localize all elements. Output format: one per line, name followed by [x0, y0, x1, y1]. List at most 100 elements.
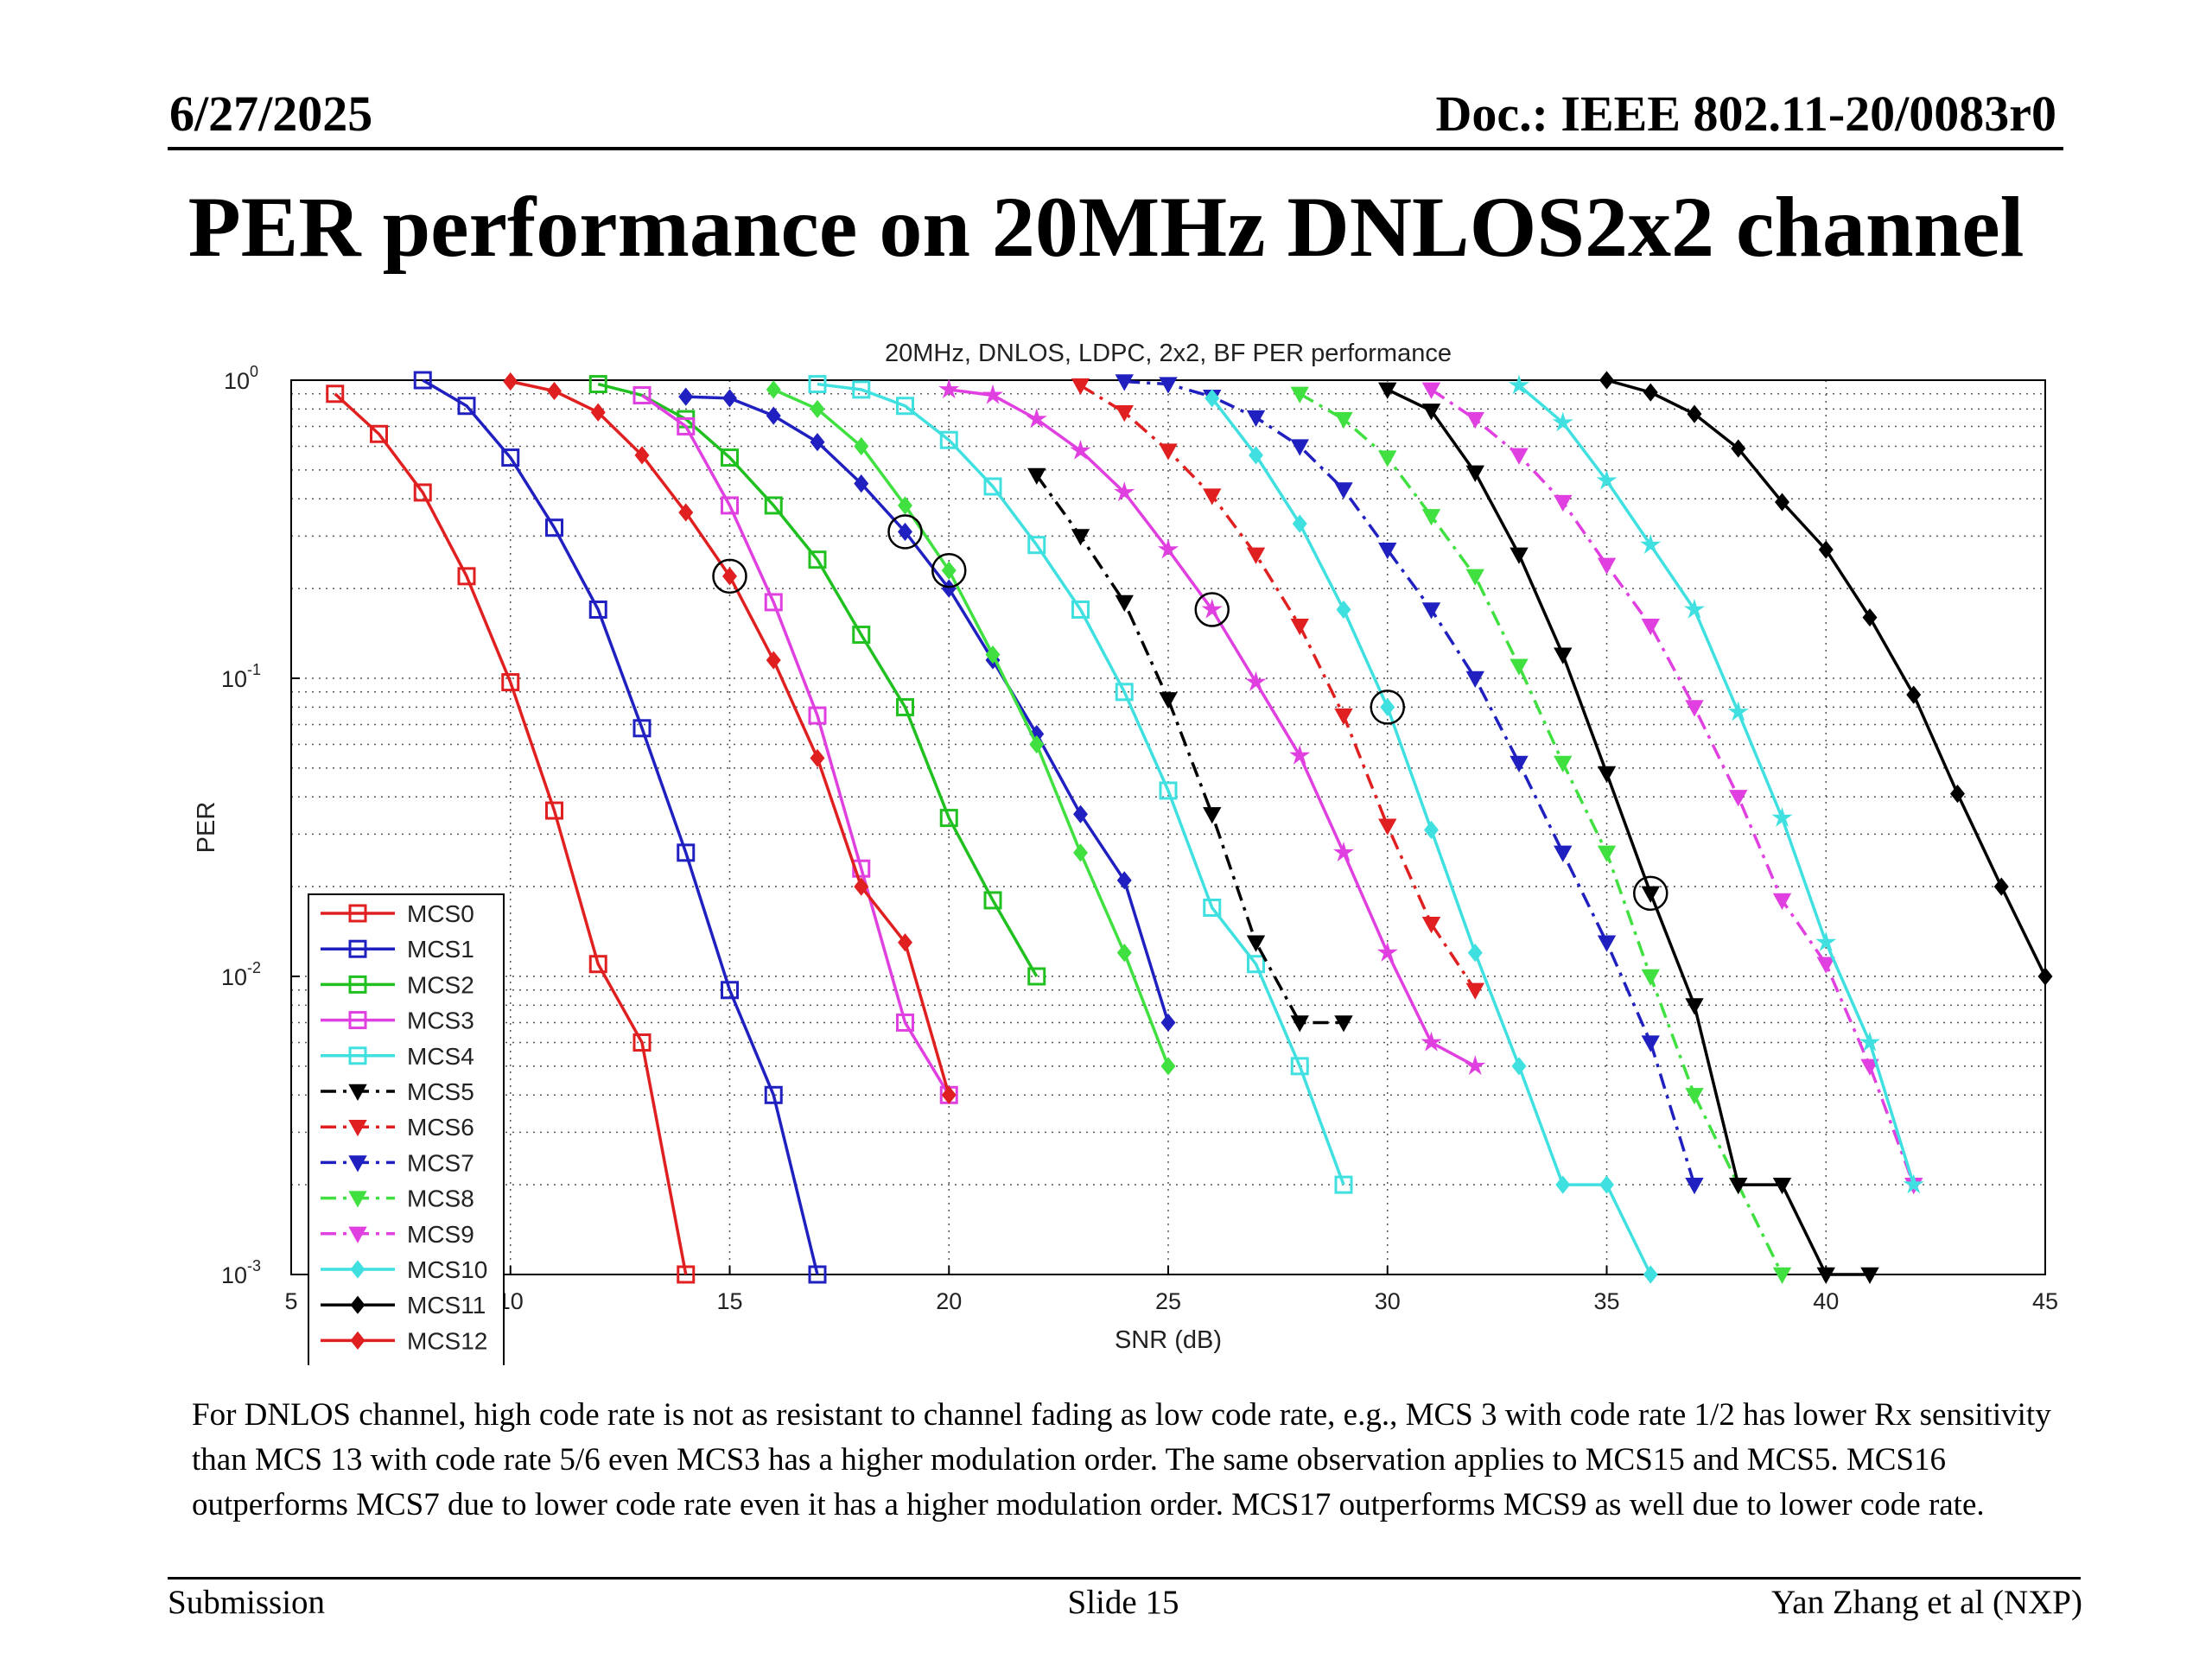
data-point: [1554, 845, 1573, 862]
data-point: [501, 673, 520, 692]
data-point: [1160, 1013, 1176, 1033]
x-tick-label: 15: [716, 1288, 742, 1314]
legend-label: MCS0: [407, 900, 474, 927]
data-point: [854, 474, 869, 493]
data-point: [678, 387, 694, 406]
x-tick-label: 30: [1375, 1288, 1401, 1314]
legend-label: MCS6: [407, 1114, 474, 1141]
data-point: [1465, 411, 1484, 429]
data-point: [677, 843, 696, 862]
data-point: [1772, 893, 1792, 910]
data-point: [1596, 469, 1618, 490]
data-point: [1597, 557, 1617, 575]
legend-item: MCS10: [321, 1256, 487, 1283]
data-point: [1685, 1088, 1704, 1105]
data-point: [1421, 404, 1441, 421]
series-line: [817, 382, 1345, 1185]
data-point: [1246, 935, 1266, 952]
legend-item: MCS1: [321, 936, 474, 963]
legend-item: MCS7: [321, 1149, 474, 1176]
footer-slide-number: Slide 15: [1067, 1584, 1179, 1621]
legend-item: MCS11: [321, 1292, 486, 1319]
data-point: [1729, 1177, 1748, 1195]
x-tick-label: 5: [284, 1288, 297, 1314]
data-point: [350, 1295, 365, 1314]
data-point: [348, 1155, 367, 1173]
legend-item: MCS8: [321, 1185, 474, 1212]
data-point: [1378, 542, 1397, 560]
data-point: [1378, 450, 1397, 467]
data-point: [1290, 386, 1309, 404]
data-point: [722, 389, 737, 408]
series-mcs7: [1115, 374, 1704, 1195]
annotation-circle: [887, 514, 923, 550]
slide-caption: For DNLOS channel, high code rate is not…: [192, 1397, 2051, 1522]
data-point: [941, 1085, 957, 1104]
data-point: [1203, 488, 1222, 505]
data-point: [1641, 969, 1660, 987]
data-point: [983, 477, 1002, 496]
data-point: [632, 385, 652, 404]
series-line: [1035, 474, 1344, 1025]
data-point: [1772, 1267, 1792, 1285]
legend-label: MCS7: [407, 1149, 474, 1176]
data-point: [1860, 1267, 1879, 1285]
series-line: [1124, 379, 1696, 1185]
data-point: [721, 981, 739, 1000]
data-point: [1071, 378, 1090, 396]
data-point: [677, 1265, 696, 1284]
data-point: [348, 1011, 367, 1030]
chart-title: 20MHz, DNLOS, LDPC, 2x2, BF PER performa…: [885, 340, 1452, 367]
data-point: [1906, 685, 1922, 704]
data-point: [634, 446, 650, 465]
data-point: [1859, 1031, 1881, 1052]
data-point: [1465, 465, 1484, 482]
data-point: [1026, 408, 1047, 429]
series-line: [772, 388, 1170, 1067]
data-point: [938, 378, 960, 399]
footer-author: Yan Zhang et al (NXP): [1771, 1584, 2082, 1621]
legend-label: MCS8: [407, 1185, 474, 1212]
data-point: [1332, 842, 1355, 862]
data-point: [810, 748, 825, 767]
data-point: [808, 1265, 827, 1284]
data-point: [808, 375, 827, 394]
series-mcs3: [632, 385, 958, 1104]
data-point: [852, 859, 871, 878]
data-point: [1201, 598, 1223, 619]
data-point: [1159, 781, 1178, 800]
data-point: [1599, 1175, 1614, 1194]
data-point: [896, 697, 914, 716]
x-tick-label: 20: [936, 1288, 962, 1314]
y-tick-label: 10-2: [221, 959, 261, 990]
y-axis-label: PER: [193, 802, 220, 854]
legend-label: MCS10: [407, 1256, 487, 1283]
series-mcs1: [413, 371, 827, 1284]
data-point: [1115, 374, 1134, 391]
per-chart: 20MHz, DNLOS, LDPC, 2x2, BF PER performa…: [193, 340, 2058, 1365]
data-point: [1510, 658, 1529, 676]
header-divider: [168, 147, 2063, 150]
y-tick-label: 100: [224, 363, 258, 394]
footer-submission: Submission: [168, 1584, 326, 1621]
data-point: [547, 381, 562, 401]
data-point: [764, 496, 783, 515]
data-point: [1465, 671, 1484, 689]
legend-item: MCS2: [321, 971, 474, 998]
data-point: [1290, 1057, 1309, 1076]
data-point: [1380, 697, 1395, 717]
annotation-circle: [1633, 875, 1669, 912]
data-point: [1159, 377, 1178, 394]
series-line: [1079, 384, 1477, 991]
legend-label: MCS2: [407, 971, 474, 998]
series-line: [640, 394, 950, 1096]
data-point: [898, 933, 912, 952]
data-point: [1334, 1015, 1353, 1033]
data-point: [808, 706, 827, 725]
data-point: [1246, 547, 1266, 564]
data-point: [1071, 600, 1090, 619]
data-point: [1073, 804, 1088, 823]
data-point: [1336, 600, 1351, 620]
data-point: [501, 448, 520, 467]
